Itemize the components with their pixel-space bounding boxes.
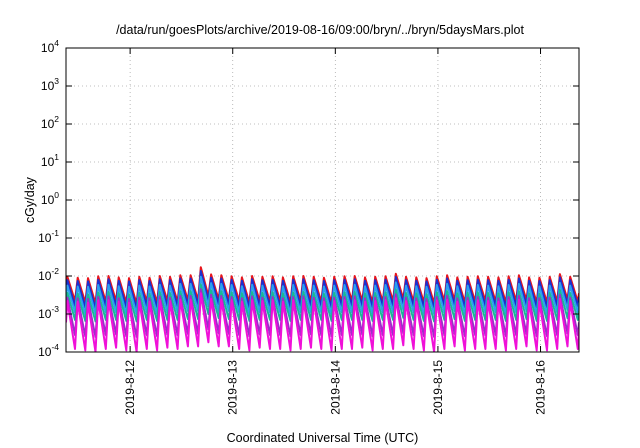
x-axis-ticks: 2019-8-12 2019-8-13 2019-8-14 2019-8-15 2019… (123, 48, 548, 415)
y-tick-label: 100 (41, 190, 59, 207)
y-tick-label: 103 (41, 76, 59, 93)
x-tick-label: 2019-8-15 (431, 360, 445, 415)
x-axis-label: Coordinated Universal Time (UTC) (227, 431, 419, 445)
y-tick-label: 102 (41, 114, 59, 131)
y-axis-label: cGy/day (23, 176, 37, 223)
series-line-6 (66, 292, 579, 352)
x-tick-label: 2019-8-13 (226, 360, 240, 415)
y-tick-label: 10-2 (38, 266, 59, 283)
y-tick-label: 10-4 (38, 342, 59, 359)
x-tick-label: 2019-8-16 (534, 360, 548, 415)
y-axis-ticks: 10-4 10-3 10-2 10-1 100 101 102 103 104 (38, 38, 579, 359)
x-tick-label: 2019-8-12 (123, 360, 137, 415)
y-tick-label: 104 (41, 38, 59, 55)
y-tick-label: 101 (41, 152, 59, 169)
y-tick-label: 10-3 (38, 304, 59, 321)
y-tick-label: 10-1 (38, 228, 59, 245)
chart-title: /data/run/goesPlots/archive/2019-08-16/0… (116, 23, 524, 37)
series-lines (66, 266, 579, 352)
x-tick-label: 2019-8-14 (328, 360, 342, 415)
